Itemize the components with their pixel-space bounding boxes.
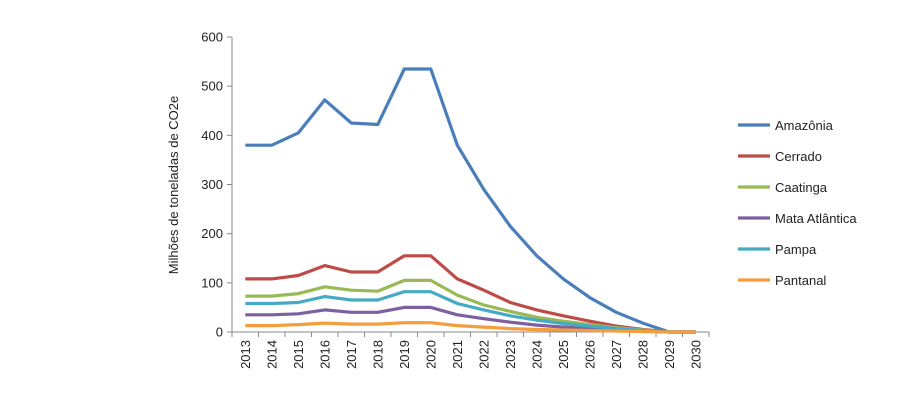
x-tick-label: 2024: [529, 340, 544, 369]
series-line-1: [245, 254, 696, 334]
legend-label: Caatinga: [775, 180, 828, 195]
x-tick-label: 2017: [344, 340, 359, 369]
legend-label: Cerrado: [775, 149, 822, 164]
y-tick-label: 200: [201, 226, 223, 241]
x-tick-label: 2028: [635, 340, 650, 369]
x-tick-label: 2027: [609, 340, 624, 369]
series-line-0: [245, 67, 696, 334]
x-tick-label: 2013: [238, 340, 253, 369]
x-tick-label: 2018: [370, 340, 385, 369]
x-tick-label: 2030: [688, 340, 703, 369]
legend-label: Mata Atlântica: [775, 211, 857, 226]
y-tick-label: 0: [216, 325, 223, 340]
legend-label: Amazônia: [775, 118, 834, 133]
x-tick-label: 2016: [317, 340, 332, 369]
x-tick-label: 2019: [397, 340, 412, 369]
y-axis-label: Milhões de toneladas de CO2e: [166, 96, 181, 275]
y-tick-label: 500: [201, 79, 223, 94]
x-tick-label: 2014: [264, 340, 279, 369]
x-tick-label: 2020: [423, 340, 438, 369]
legend-label: Pampa: [775, 242, 817, 257]
x-tick-label: 2022: [476, 340, 491, 369]
x-tick-label: 2021: [450, 340, 465, 369]
y-tick-label: 600: [201, 30, 223, 45]
x-tick-label: 2015: [291, 340, 306, 369]
y-tick-label: 400: [201, 128, 223, 143]
x-tick-label: 2026: [582, 340, 597, 369]
x-tick-label: 2023: [503, 340, 518, 369]
series-line-5: [245, 321, 696, 334]
x-tick-label: 2029: [662, 340, 677, 369]
x-tick-label: 2025: [556, 340, 571, 369]
y-tick-label: 100: [201, 275, 223, 290]
series-line-4: [245, 290, 696, 334]
y-tick-label: 300: [201, 177, 223, 192]
legend-label: Pantanal: [775, 273, 826, 288]
